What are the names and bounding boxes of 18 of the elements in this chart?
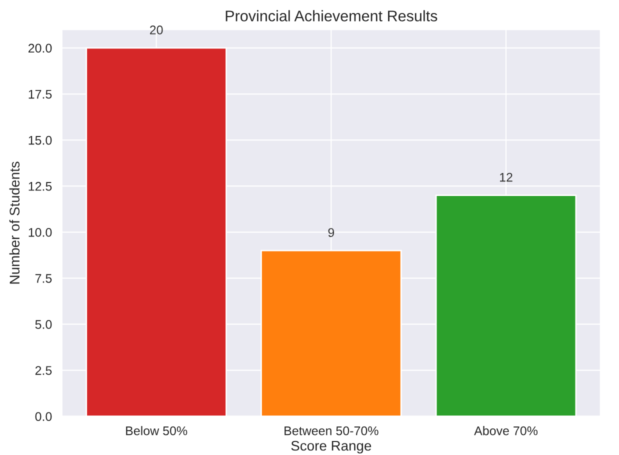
y-tick-label: 0.0 [35,412,52,421]
y-tick-label: 5.0 [35,320,52,329]
y-tick-label: 12.5 [28,182,52,191]
data-label: 20 [150,26,163,34]
y-tick-label: 17.5 [28,90,52,99]
y-tick-label: 7.5 [35,274,52,283]
y-tick-label: 2.5 [35,366,52,375]
y-tick-label: 15.0 [28,136,52,145]
x-tick-label: Above 70% [474,426,538,436]
chart-title: Provincial Achievement Results [226,10,438,22]
y-axis-title: Number of Students [9,162,20,284]
data-label: 12 [500,172,512,182]
x-tick-label: Between 50-70% [284,426,378,436]
x-tick-label: Below 50% [126,426,188,436]
y-tick-label: 10.0 [28,228,52,237]
y-tick-label: 20.0 [28,44,52,53]
data-label: 9 [328,228,334,237]
x-axis-title: Score Range [291,440,372,454]
